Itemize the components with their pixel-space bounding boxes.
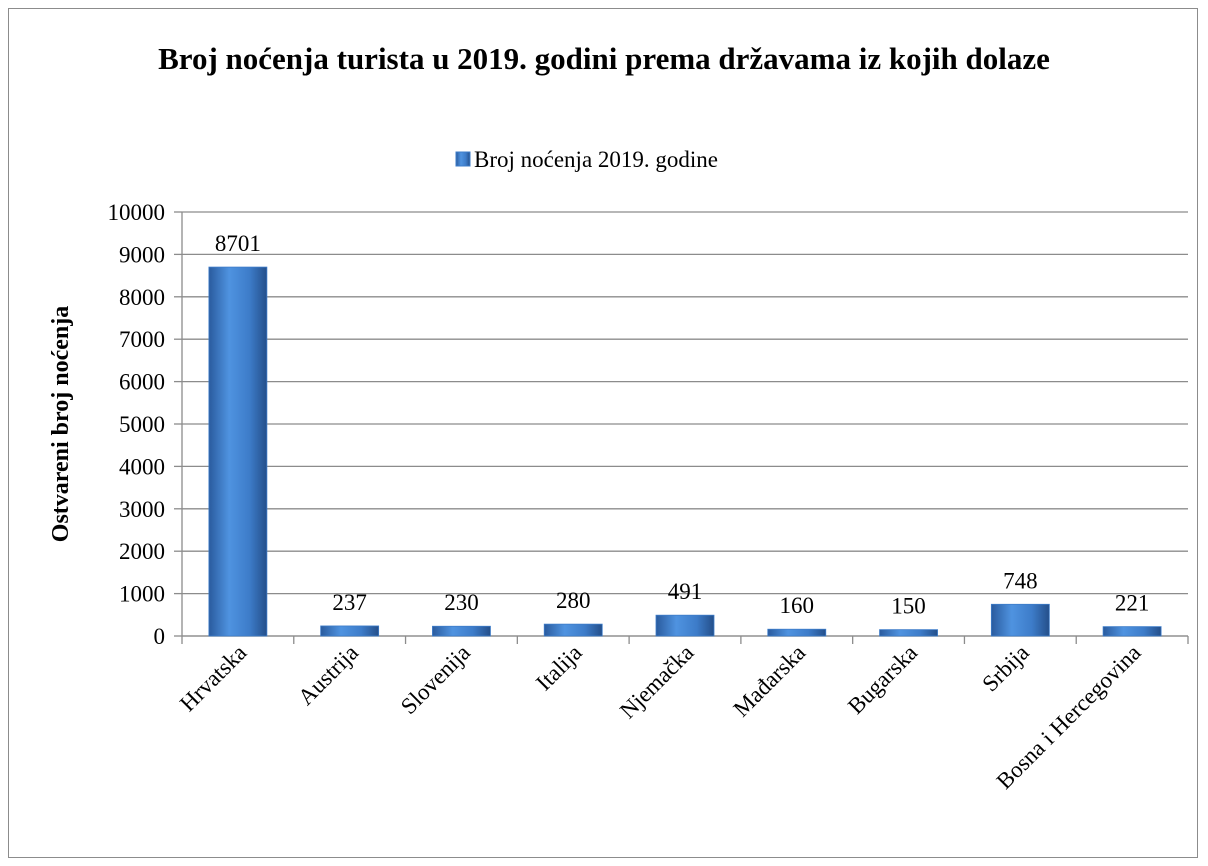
y-tick-label: 2000 <box>119 539 165 564</box>
chart-title: Broj noćenja turista u 2019. godini prem… <box>158 41 1050 76</box>
data-label: 221 <box>1115 591 1150 616</box>
data-label: 748 <box>1003 568 1038 593</box>
bar <box>655 614 715 637</box>
x-tick-label: Njemačka <box>615 640 699 724</box>
data-label: 491 <box>668 579 703 604</box>
x-tick-label: Mađarska <box>729 640 811 722</box>
x-tick-label: Italija <box>531 640 587 696</box>
bar <box>1102 626 1162 637</box>
y-tick-label: 5000 <box>119 412 165 437</box>
y-tick-label: 0 <box>154 624 166 649</box>
x-tick-label: Bugarska <box>843 640 922 719</box>
x-tick-label: Srbija <box>977 640 1034 697</box>
bar <box>320 625 380 637</box>
data-label: 230 <box>444 590 479 615</box>
bar <box>432 625 491 637</box>
y-tick-label: 7000 <box>119 327 165 352</box>
data-label: 280 <box>556 588 591 613</box>
y-tick-label: 10000 <box>108 200 166 225</box>
legend-marker <box>455 151 471 167</box>
data-label: 8701 <box>215 231 261 256</box>
bar <box>990 603 1050 637</box>
legend-label: Broj noćenja 2019. godine <box>474 147 718 172</box>
y-tick-label: 9000 <box>119 242 165 267</box>
data-label: 160 <box>780 593 815 618</box>
bar <box>767 628 827 637</box>
data-label: 150 <box>891 594 926 619</box>
bar <box>208 266 268 637</box>
y-tick-label: 8000 <box>119 285 165 310</box>
x-tick-label: Austrija <box>293 640 363 710</box>
data-label: 237 <box>332 590 367 615</box>
y-tick-label: 6000 <box>119 370 165 395</box>
x-tick-label: Slovenija <box>396 640 475 719</box>
bar <box>879 629 938 637</box>
y-axis-label: Ostvareni broj noćenja <box>48 306 74 542</box>
y-tick-label: 4000 <box>119 454 165 479</box>
bar <box>543 623 603 637</box>
y-tick-label: 1000 <box>119 582 165 607</box>
chart-frame <box>8 8 1198 858</box>
y-tick-label: 3000 <box>119 497 165 522</box>
x-tick-label: Hrvatska <box>175 640 251 716</box>
